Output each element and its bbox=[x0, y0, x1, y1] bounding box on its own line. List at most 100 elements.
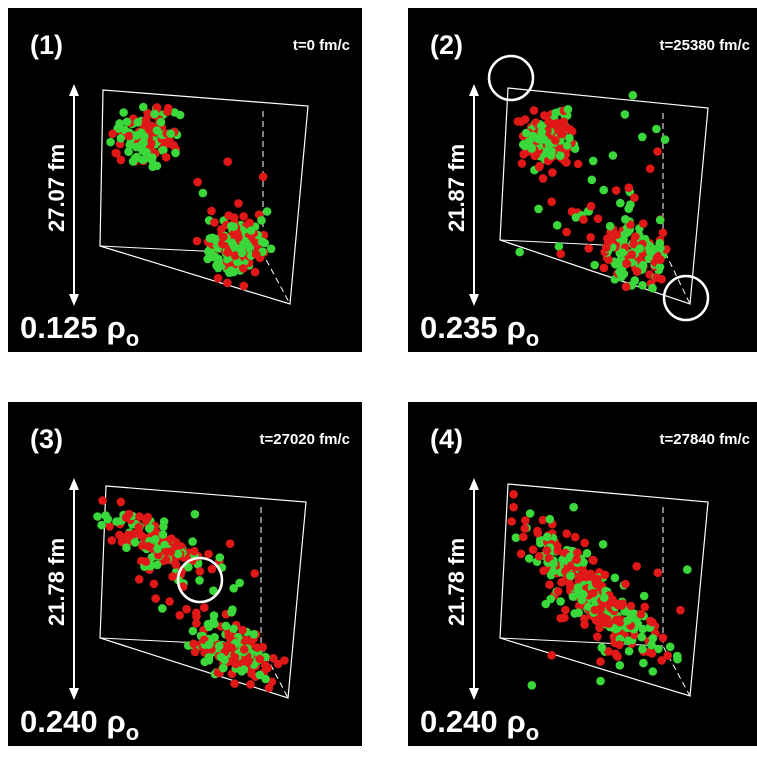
particle bbox=[165, 597, 174, 606]
particle bbox=[549, 566, 558, 576]
particle bbox=[612, 230, 621, 240]
particle bbox=[571, 213, 581, 222]
particle bbox=[620, 110, 630, 119]
particle bbox=[249, 630, 259, 639]
particle bbox=[239, 665, 249, 674]
particle bbox=[207, 564, 217, 574]
particle bbox=[204, 247, 213, 256]
particle bbox=[239, 281, 249, 291]
particle bbox=[152, 103, 162, 112]
particle bbox=[611, 186, 621, 195]
particle bbox=[165, 136, 174, 145]
particle bbox=[639, 658, 648, 668]
particle bbox=[653, 147, 662, 156]
particle bbox=[517, 159, 527, 168]
particle bbox=[204, 653, 214, 662]
particle bbox=[221, 621, 231, 631]
particle bbox=[262, 207, 272, 216]
particle bbox=[608, 151, 618, 160]
particle bbox=[615, 640, 624, 650]
particle bbox=[566, 561, 576, 571]
particle bbox=[565, 124, 574, 134]
particle bbox=[240, 645, 249, 654]
particle bbox=[150, 535, 160, 544]
particle bbox=[538, 174, 548, 183]
particle bbox=[560, 613, 569, 622]
time-label: t=25380 fm/c bbox=[660, 37, 750, 54]
particle bbox=[251, 250, 261, 259]
particle bbox=[108, 129, 117, 139]
particle bbox=[557, 577, 566, 587]
particle bbox=[105, 522, 114, 531]
particle bbox=[548, 168, 557, 177]
particle bbox=[246, 226, 256, 235]
particle bbox=[142, 147, 151, 157]
particle bbox=[657, 656, 666, 665]
particle bbox=[188, 626, 198, 636]
particle bbox=[592, 579, 601, 589]
particle bbox=[646, 616, 655, 626]
particle bbox=[210, 633, 219, 642]
box-outline bbox=[99, 485, 307, 699]
particle bbox=[115, 530, 124, 540]
particle bbox=[683, 565, 692, 574]
particle bbox=[539, 566, 548, 576]
particle bbox=[621, 579, 630, 589]
particle bbox=[237, 248, 247, 258]
particle bbox=[225, 268, 234, 278]
particle bbox=[598, 540, 608, 549]
particle bbox=[562, 158, 571, 167]
density-unit: ρ bbox=[107, 310, 126, 345]
particle bbox=[160, 540, 169, 550]
particle bbox=[519, 532, 528, 542]
particle bbox=[534, 204, 543, 214]
particle bbox=[219, 663, 228, 673]
particle bbox=[599, 185, 608, 195]
size-label: 21.78 fm bbox=[444, 538, 469, 626]
particle bbox=[655, 262, 665, 272]
particle bbox=[540, 111, 549, 120]
particle bbox=[130, 538, 140, 547]
particle bbox=[556, 597, 565, 606]
particle bbox=[663, 651, 672, 660]
particle bbox=[152, 560, 162, 570]
density-unit-sub: o bbox=[126, 720, 139, 745]
particle bbox=[554, 242, 564, 251]
particle bbox=[97, 520, 106, 530]
particle bbox=[584, 244, 593, 253]
density-label: 0.235 ρo bbox=[420, 310, 539, 351]
particle bbox=[192, 608, 201, 618]
panel: 21.87 fm (2) t=25380 fm/c 0.235 ρo bbox=[408, 8, 757, 352]
particle bbox=[107, 536, 117, 545]
particle bbox=[143, 512, 153, 522]
particle bbox=[235, 578, 244, 588]
particle bbox=[545, 514, 555, 524]
particle bbox=[601, 243, 611, 252]
particle bbox=[204, 640, 214, 649]
particle bbox=[596, 657, 605, 666]
particle bbox=[590, 605, 600, 615]
particle bbox=[210, 619, 219, 629]
particle bbox=[529, 106, 539, 115]
particle bbox=[528, 545, 538, 554]
particle bbox=[173, 549, 183, 559]
particle bbox=[152, 126, 162, 135]
particle bbox=[568, 592, 578, 601]
particle bbox=[229, 241, 239, 251]
particle bbox=[253, 643, 262, 652]
particle bbox=[190, 509, 200, 519]
particle bbox=[629, 239, 639, 249]
particle bbox=[626, 220, 635, 229]
particle bbox=[616, 198, 625, 208]
particle bbox=[521, 516, 530, 525]
particle bbox=[257, 237, 267, 246]
particle bbox=[195, 567, 205, 576]
particle bbox=[566, 571, 575, 581]
particle bbox=[146, 139, 156, 148]
density-unit-sub: o bbox=[526, 326, 539, 351]
particle bbox=[227, 222, 236, 231]
particle bbox=[141, 115, 151, 125]
arrow-head bbox=[469, 84, 479, 96]
particle bbox=[175, 611, 184, 620]
particle bbox=[192, 619, 201, 628]
